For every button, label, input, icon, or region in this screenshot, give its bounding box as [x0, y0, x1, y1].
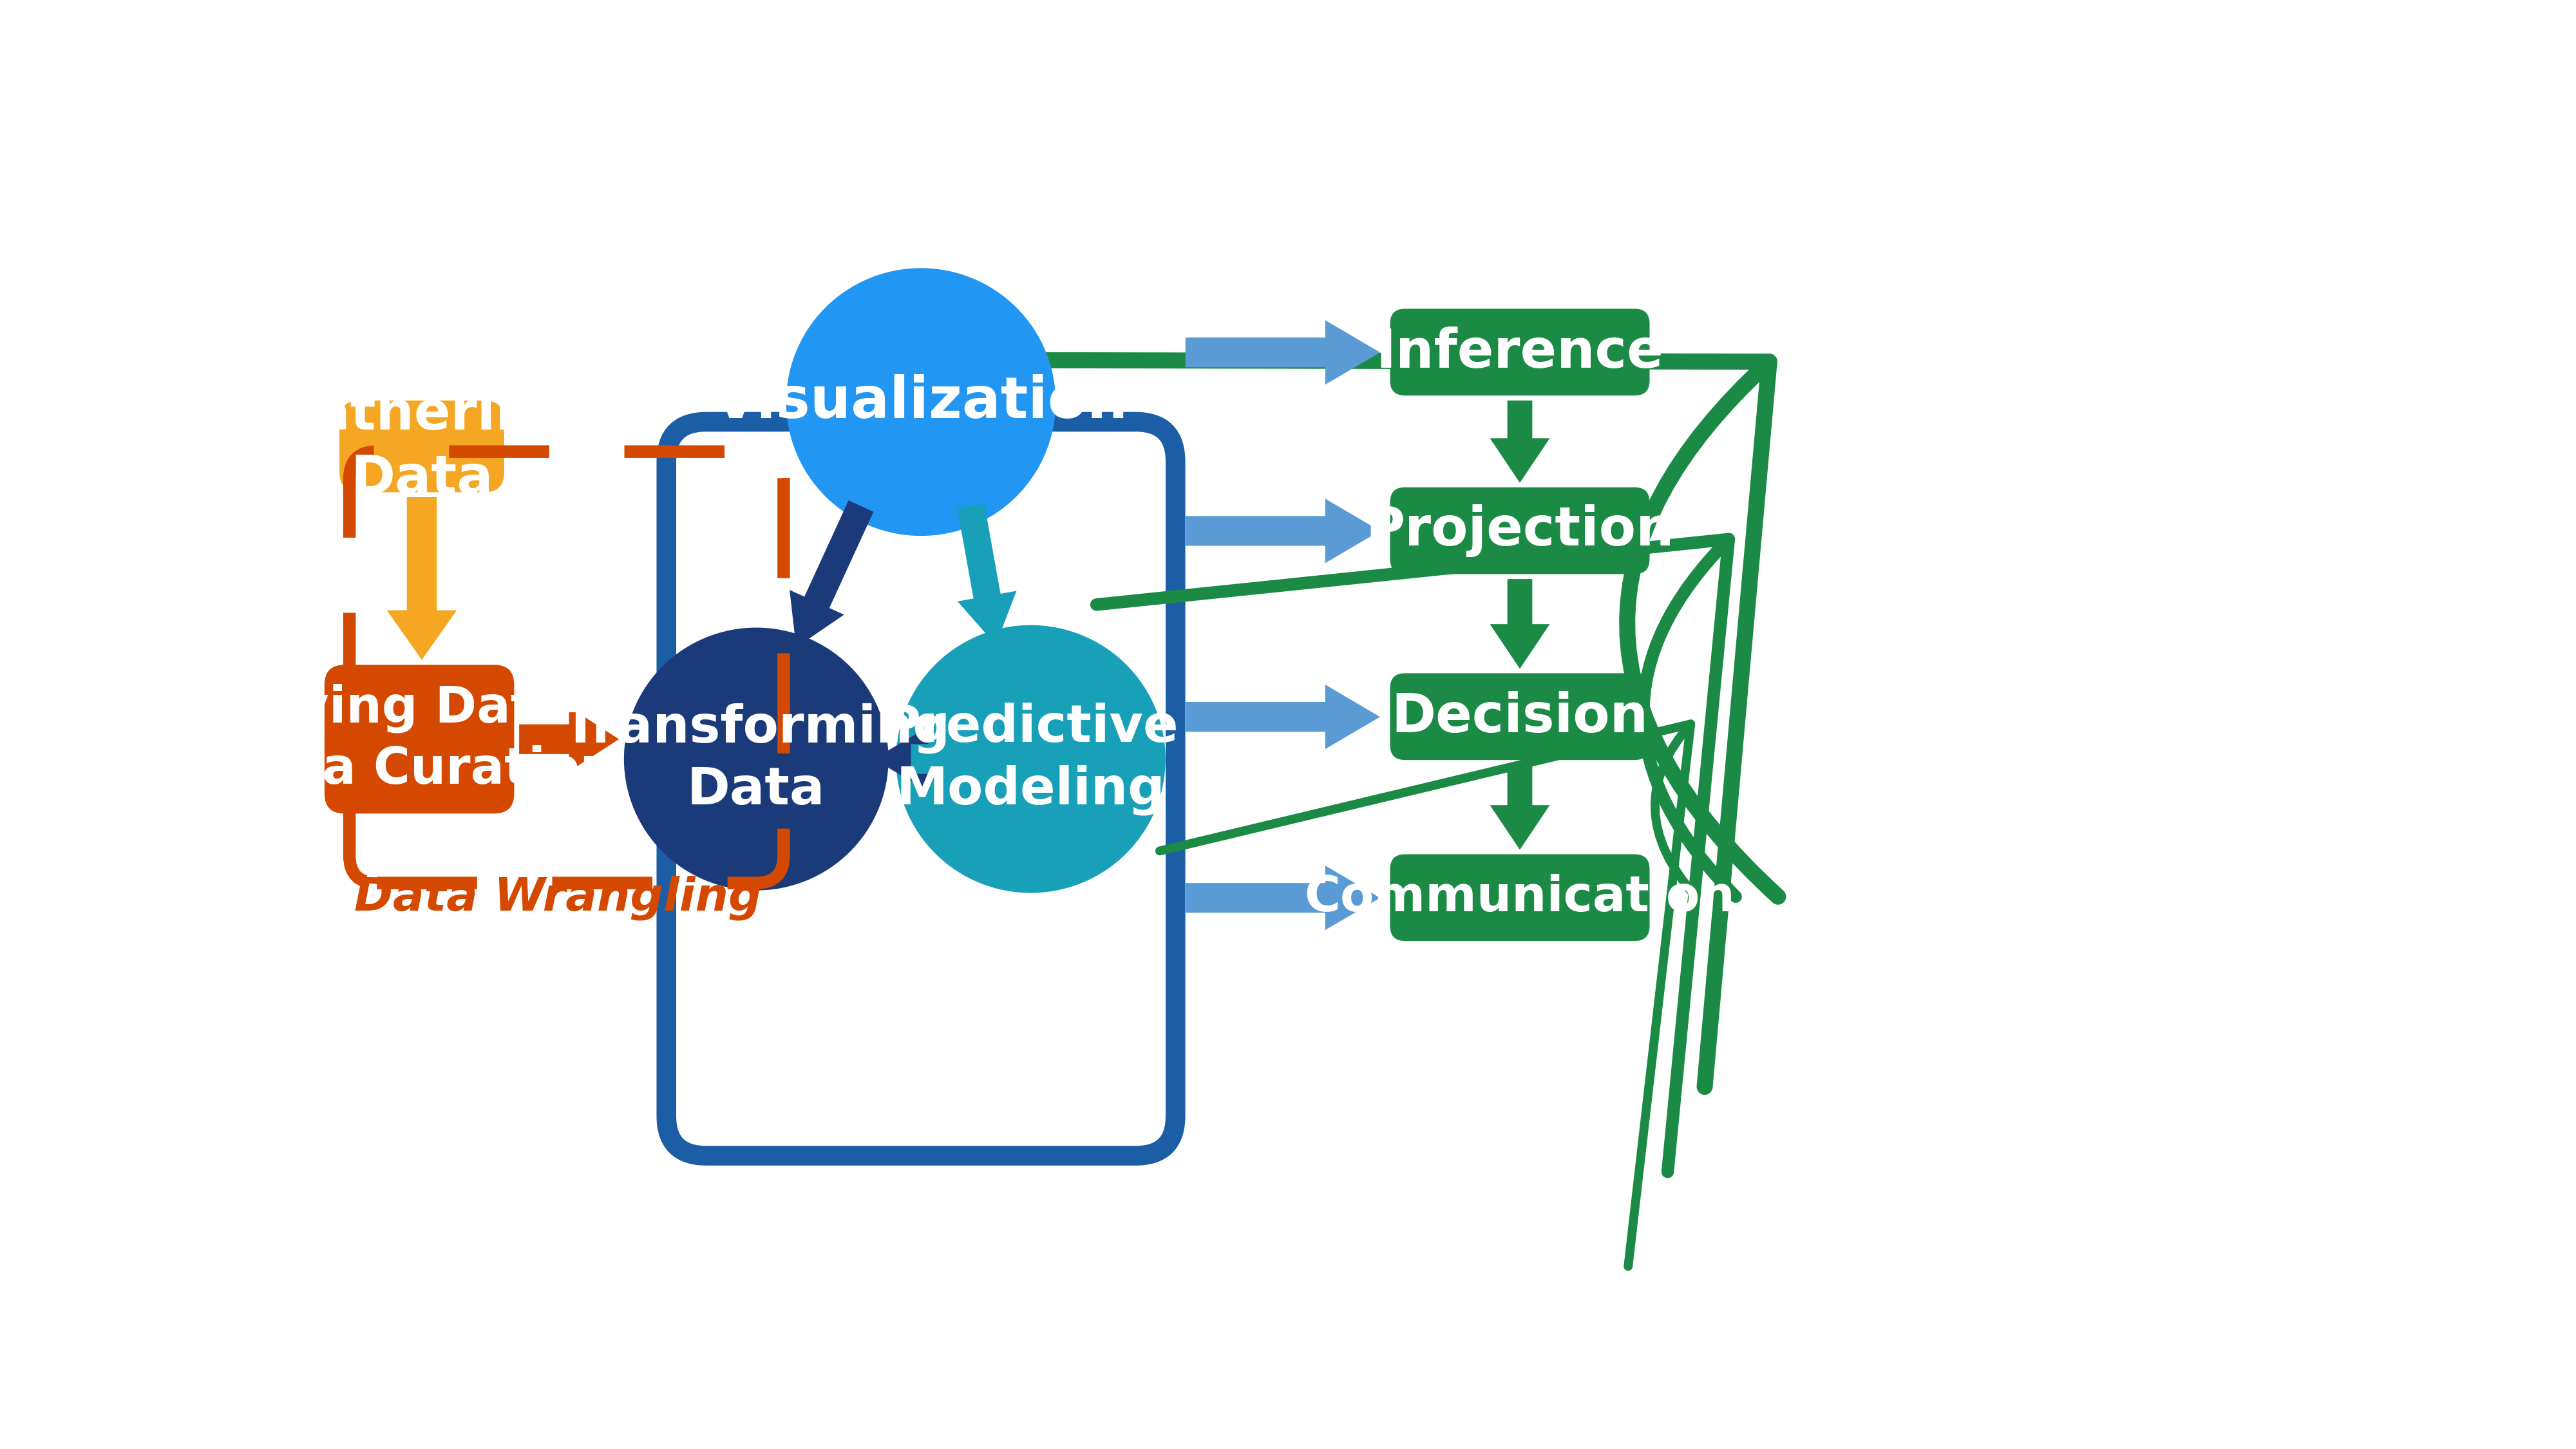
Circle shape: [786, 268, 1056, 536]
Polygon shape: [1489, 580, 1551, 669]
Text: Projection: Projection: [1365, 504, 1674, 558]
FancyBboxPatch shape: [340, 400, 505, 493]
Text: Decision: Decision: [1391, 691, 1649, 743]
FancyBboxPatch shape: [1391, 674, 1649, 761]
FancyBboxPatch shape: [325, 665, 515, 813]
Polygon shape: [1185, 320, 1381, 384]
Circle shape: [896, 625, 1164, 893]
FancyBboxPatch shape: [1391, 309, 1649, 396]
Text: Tidying Data &
Data Curation: Tidying Data & Data Curation: [209, 684, 629, 794]
Text: Inference: Inference: [1376, 326, 1664, 378]
Polygon shape: [791, 500, 873, 648]
Polygon shape: [958, 504, 1018, 645]
Text: Visualization: Visualization: [714, 374, 1128, 430]
FancyBboxPatch shape: [1391, 855, 1649, 940]
Text: Predictive
Modeling: Predictive Modeling: [884, 703, 1180, 816]
FancyBboxPatch shape: [1391, 487, 1649, 574]
Text: Gathering
Data: Gathering Data: [270, 388, 572, 506]
Polygon shape: [1185, 684, 1381, 749]
Polygon shape: [1185, 865, 1381, 930]
Text: Communication: Communication: [1303, 874, 1736, 922]
Circle shape: [623, 627, 889, 891]
Polygon shape: [520, 707, 618, 771]
Polygon shape: [1489, 400, 1551, 483]
Polygon shape: [386, 497, 456, 659]
Text: Transforming
Data: Transforming Data: [562, 703, 951, 816]
Polygon shape: [1185, 498, 1381, 564]
Text: Data Wrangling: Data Wrangling: [355, 875, 762, 920]
Polygon shape: [873, 727, 927, 791]
Polygon shape: [1489, 765, 1551, 849]
